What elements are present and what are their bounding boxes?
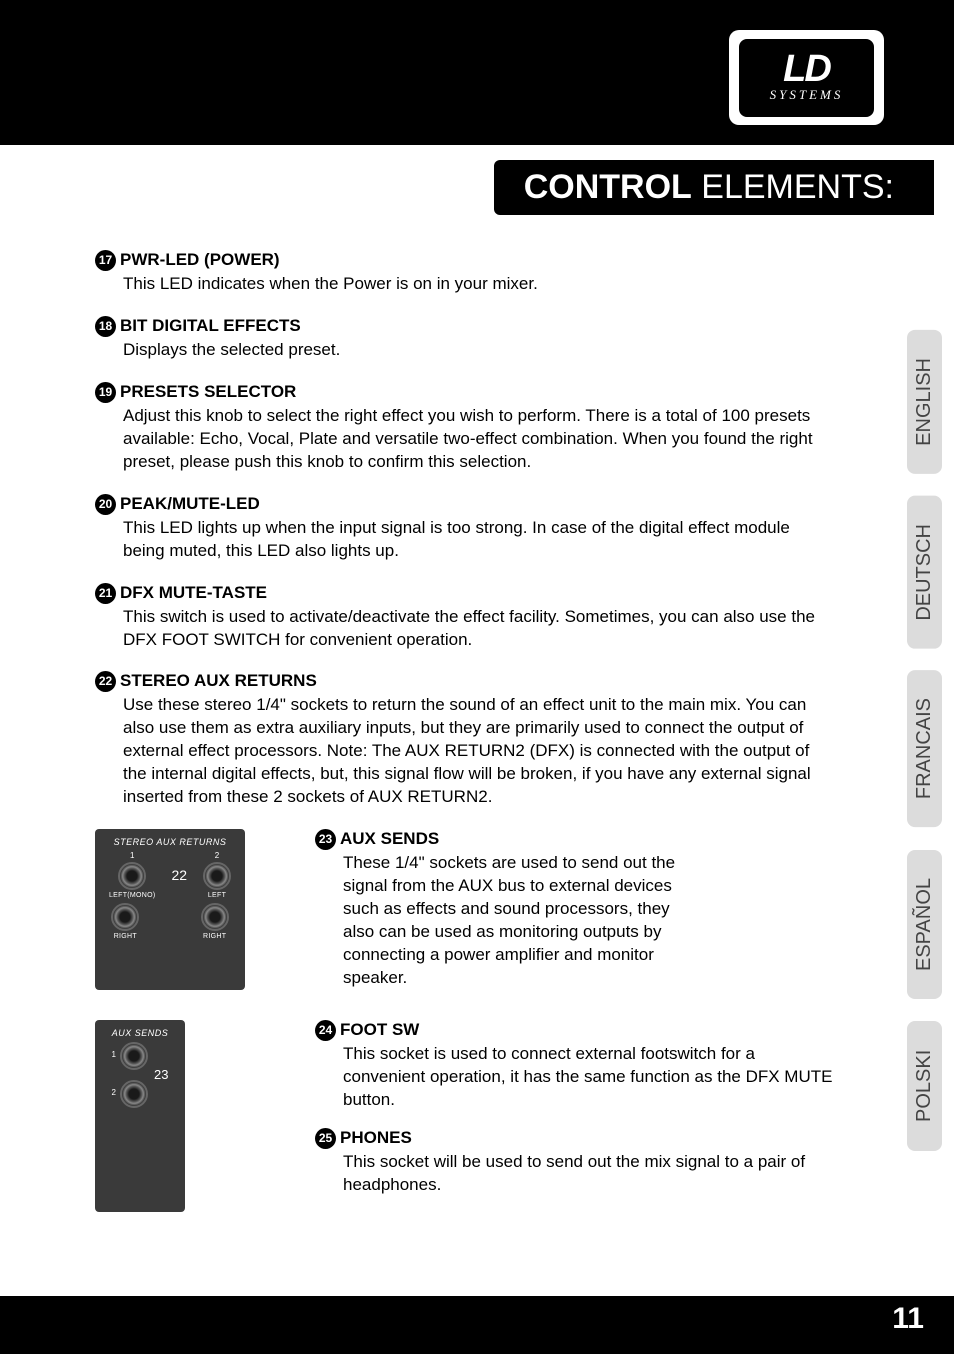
item-heading: FOOT SW <box>340 1020 419 1039</box>
jack-icon <box>120 1080 148 1108</box>
footer-bar <box>0 1296 954 1354</box>
item-23: 23AUX SENDS These 1/4" sockets are used … <box>265 829 685 990</box>
item-body: These 1/4" sockets are used to send out … <box>265 852 685 990</box>
jack-number: 2 <box>215 851 219 860</box>
jack-label: LEFT <box>208 892 226 899</box>
item-body: This LED lights up when the input signal… <box>95 517 835 563</box>
jack-icon <box>201 903 229 931</box>
items-24-25: 24FOOT SW This socket is used to connect… <box>205 1020 835 1213</box>
num-badge: 22 <box>95 671 116 692</box>
jack-icon <box>203 862 231 890</box>
item-heading: PHONES <box>340 1128 412 1147</box>
jack-icon <box>118 862 146 890</box>
num-badge: 23 <box>315 829 336 850</box>
lang-tab-polski[interactable]: POLSKI <box>907 1021 942 1151</box>
num-badge: 18 <box>95 316 116 337</box>
item-heading: PRESETS SELECTOR <box>120 382 296 401</box>
panel-title: AUX SENDS <box>101 1028 179 1038</box>
item-24: 24FOOT SW This socket is used to connect… <box>205 1020 835 1112</box>
item-body: This socket will be used to send out the… <box>205 1151 835 1197</box>
jack-label: RIGHT <box>203 933 226 940</box>
item-19: 19PRESETS SELECTOR Adjust this knob to s… <box>95 382 835 474</box>
item-heading: DFX MUTE-TASTE <box>120 583 267 602</box>
item-body: Use these stereo 1/4" sockets to return … <box>95 694 835 809</box>
item-body: This socket is used to connect external … <box>205 1043 835 1112</box>
item-body: This switch is used to activate/deactiva… <box>95 606 835 652</box>
panel-title: STEREO AUX RETURNS <box>101 837 239 847</box>
jack-number: 1 <box>130 851 134 860</box>
item-heading: PWR-LED (POWER) <box>120 250 280 269</box>
title-bold: CONTROL <box>524 168 692 206</box>
lang-tab-francais[interactable]: FRANCAIS <box>907 670 942 827</box>
item-22: 22STEREO AUX RETURNS Use these stereo 1/… <box>95 671 835 809</box>
row-panel23-items: AUX SENDS 1 2 23 24FOOT SW This <box>95 1020 835 1213</box>
jack-label: RIGHT <box>114 933 137 940</box>
item-18: 18BIT DIGITAL EFFECTS Displays the selec… <box>95 316 835 362</box>
lang-tab-deutsch[interactable]: DEUTSCH <box>907 496 942 649</box>
item-17: 17PWR-LED (POWER) This LED indicates whe… <box>95 250 835 296</box>
item-body: This LED indicates when the Power is on … <box>95 273 835 296</box>
logo-text-bottom: SYSTEMS <box>770 87 844 103</box>
row-panel22-item23: STEREO AUX RETURNS 1 LEFT(MONO) 22 2 LEF… <box>95 829 835 990</box>
item-heading: STEREO AUX RETURNS <box>120 671 317 690</box>
item-20: 20PEAK/MUTE-LED This LED lights up when … <box>95 494 835 563</box>
brand-logo: LD SYSTEMS <box>729 30 884 125</box>
item-body: Displays the selected preset. <box>95 339 835 362</box>
num-badge: 19 <box>95 382 116 403</box>
jack-icon <box>120 1042 148 1070</box>
panel-ref-number: 22 <box>171 867 187 883</box>
item-heading: PEAK/MUTE-LED <box>120 494 260 513</box>
jack-icon <box>111 903 139 931</box>
aux-sends-panel: AUX SENDS 1 2 23 <box>95 1020 185 1213</box>
num-badge: 25 <box>315 1128 336 1149</box>
item-heading: BIT DIGITAL EFFECTS <box>120 316 301 335</box>
num-badge: 21 <box>95 583 116 604</box>
num-badge: 17 <box>95 250 116 271</box>
item-body: Adjust this knob to select the right eff… <box>95 405 835 474</box>
title-light: ELEMENTS: <box>692 168 894 206</box>
jack-number: 1 <box>112 1050 116 1059</box>
num-badge: 24 <box>315 1020 336 1041</box>
jack-label: LEFT(MONO) <box>109 892 156 899</box>
content-area: 17PWR-LED (POWER) This LED indicates whe… <box>95 250 835 1212</box>
lang-tab-espanol[interactable]: ESPAÑOL <box>907 850 942 999</box>
page-number: 11 <box>892 1302 924 1336</box>
aux-returns-panel: STEREO AUX RETURNS 1 LEFT(MONO) 22 2 LEF… <box>95 829 245 990</box>
jack-number: 2 <box>112 1088 116 1097</box>
lang-tab-english[interactable]: ENGLISH <box>907 330 942 474</box>
panel-ref-number: 23 <box>154 1067 168 1082</box>
logo-text-top: LD <box>783 52 830 86</box>
language-tabs: ENGLISH DEUTSCH FRANCAIS ESPAÑOL POLSKI <box>907 330 942 1151</box>
item-21: 21DFX MUTE-TASTE This switch is used to … <box>95 583 835 652</box>
item-heading: AUX SENDS <box>340 829 439 848</box>
item-25: 25PHONES This socket will be used to sen… <box>205 1128 835 1197</box>
num-badge: 20 <box>95 494 116 515</box>
section-title: CONTROL ELEMENTS: <box>494 160 934 215</box>
